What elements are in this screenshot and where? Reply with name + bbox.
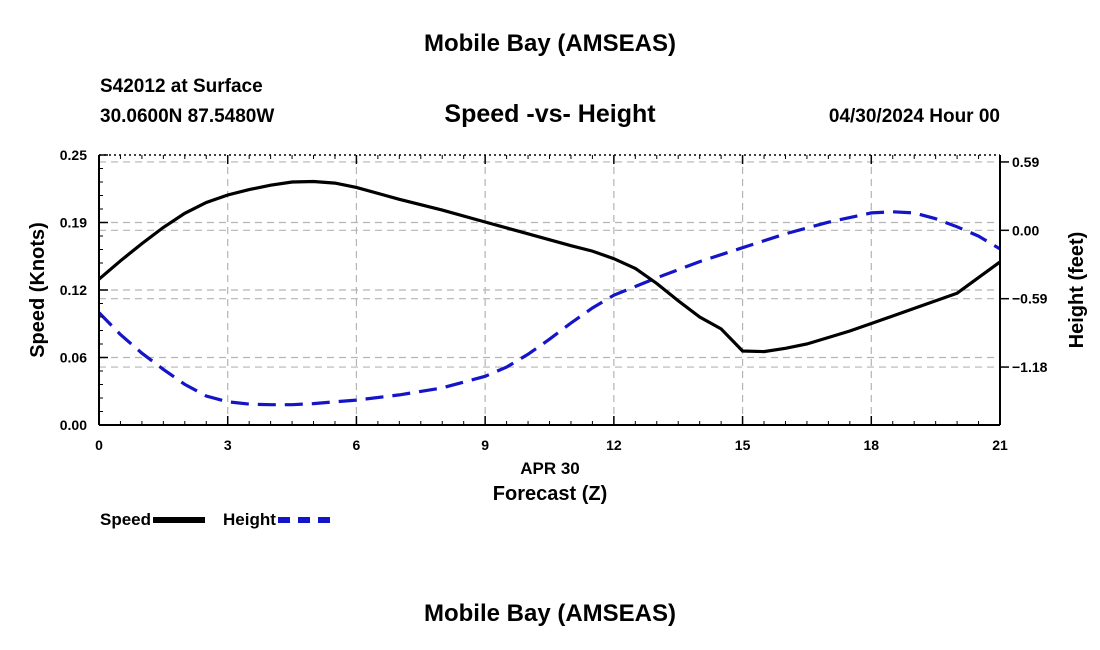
speed-height-chart: 0 3 6 9 12 15 18 21 0.00 0.06 0.12 0.19 0.25 −1.18 −0.… xyxy=(27,147,1088,505)
x-tick-label: 15 xyxy=(735,437,751,453)
legend: Speed Height xyxy=(100,510,348,530)
legend-speed-label: Speed xyxy=(100,510,152,529)
footer-title: Mobile Bay (AMSEAS) xyxy=(423,600,677,627)
y-tick-label: 0.19 xyxy=(60,215,87,231)
speed-series-line xyxy=(97,179,1001,354)
y2-tick-label: 0.00 xyxy=(1012,222,1039,238)
x-tick-label: 18 xyxy=(863,437,879,453)
y2-tick-label: 0.59 xyxy=(1012,154,1039,170)
legend-item-speed: Speed xyxy=(100,510,206,530)
y-tick-label: 0.00 xyxy=(60,417,87,433)
chart-title: Speed -vs- Height xyxy=(444,100,656,128)
height-series-line xyxy=(97,210,1001,407)
x-tick-label: 12 xyxy=(606,437,622,453)
y-tick-label: 0.12 xyxy=(60,282,87,298)
legend-height-swatch xyxy=(277,517,330,523)
x-axis-label: Forecast (Z) xyxy=(493,483,607,505)
series-layer xyxy=(97,179,1001,407)
x-tick-label: 6 xyxy=(353,437,361,453)
legend-item-height: Height xyxy=(223,510,330,530)
y-tick-label: 0.25 xyxy=(60,147,87,163)
y2-axis-label: Height (feet) xyxy=(1066,232,1088,349)
y-tick-label: 0.06 xyxy=(60,350,87,366)
y2-tick-label: −1.18 xyxy=(1012,359,1048,375)
grid xyxy=(99,155,1000,425)
x-tick-label: 3 xyxy=(224,437,232,453)
legend-speed-swatch xyxy=(153,517,206,523)
axis-ticks: 0 3 6 9 12 15 18 21 0.00 0.06 0.12 0.19 0.25 −1.18 −0.… xyxy=(60,147,1048,453)
y2-tick-label: −0.59 xyxy=(1012,291,1048,307)
y-axis-label: Speed (Knots) xyxy=(27,222,49,358)
station-id: S42012 at Surface xyxy=(100,76,263,97)
station-coords: 30.0600N 87.5480W xyxy=(100,106,275,127)
x-tick-label: 9 xyxy=(481,437,489,453)
main-title: Mobile Bay (AMSEAS) xyxy=(423,30,677,57)
x-tick-label: 21 xyxy=(992,437,1008,453)
chart-date: 04/30/2024 Hour 00 xyxy=(828,106,1000,127)
legend-height-label: Height xyxy=(223,510,276,529)
x-axis-date-label: APR 30 xyxy=(520,459,580,478)
axis-labels: APR 30 Forecast (Z) Speed (Knots) Height… xyxy=(27,222,1088,505)
x-tick-label: 0 xyxy=(95,437,103,453)
